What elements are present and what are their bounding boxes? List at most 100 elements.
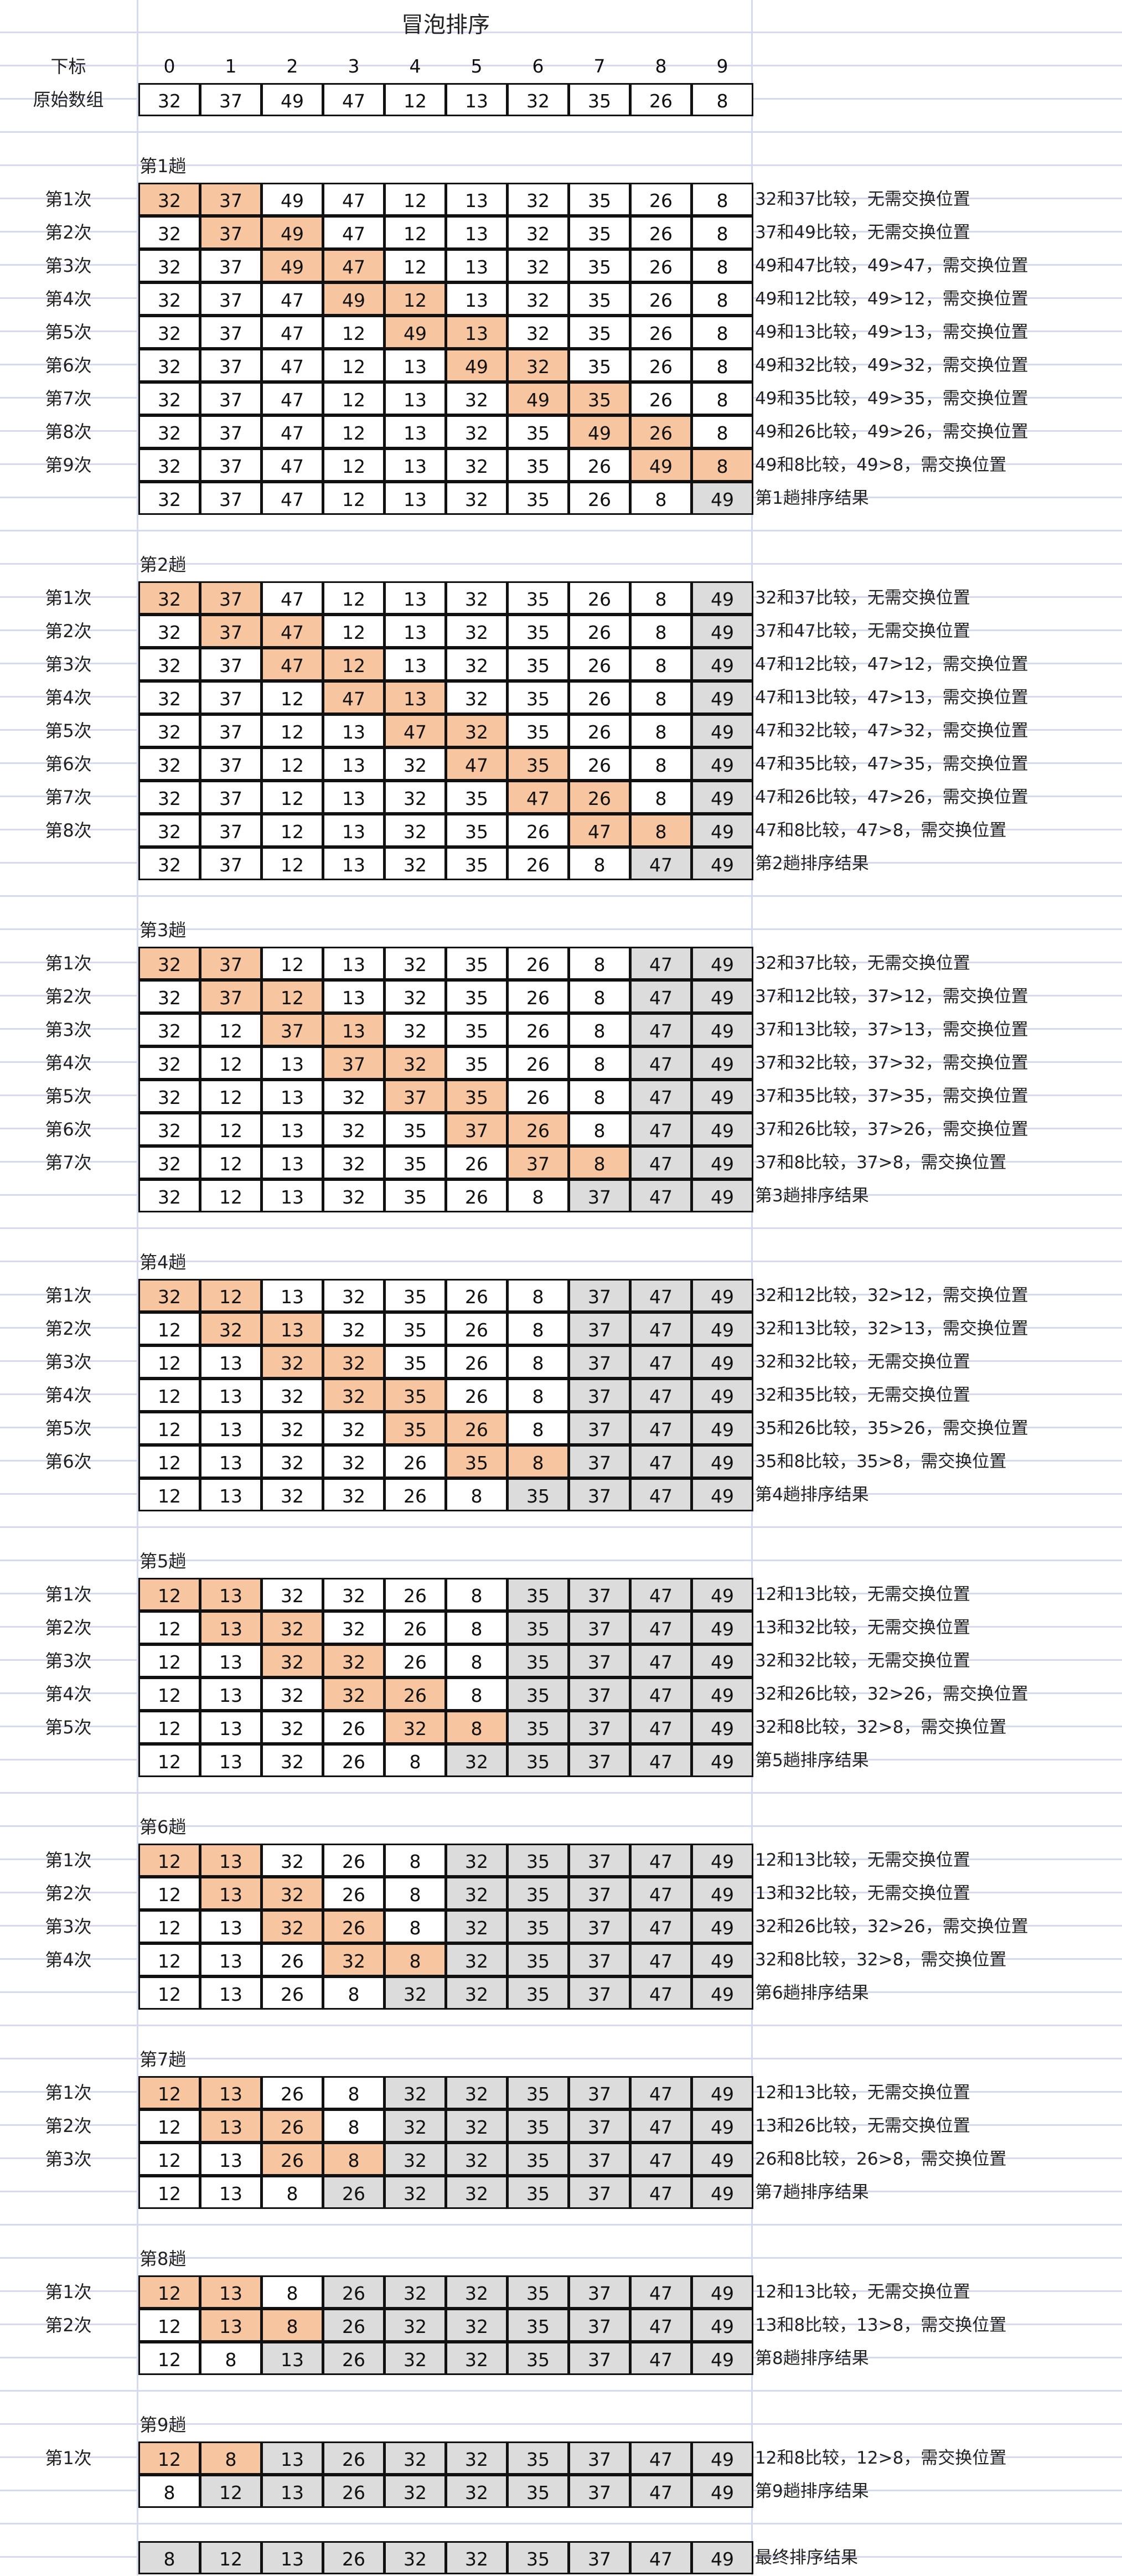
array-cell[interactable]: 26 <box>568 781 630 814</box>
array-cell[interactable]: 35 <box>568 183 630 216</box>
array-cell[interactable]: 8 <box>507 1279 569 1312</box>
array-cell[interactable]: 35 <box>507 681 569 714</box>
array-cell[interactable]: 32 <box>138 980 200 1013</box>
array-cell[interactable]: 37 <box>568 1844 630 1877</box>
array-cell[interactable]: 32 <box>446 714 508 747</box>
array-cell[interactable]: 8 <box>507 1312 569 1345</box>
array-cell[interactable]: 35 <box>446 847 508 880</box>
array-cell[interactable]: 32 <box>261 1677 323 1711</box>
array-cell[interactable]: 47 <box>630 2176 692 2209</box>
array-cell[interactable]: 13 <box>261 2441 323 2475</box>
array-cell[interactable]: 13 <box>261 1113 323 1146</box>
array-cell[interactable]: 13 <box>200 1744 262 1777</box>
array-cell[interactable]: 35 <box>568 349 630 382</box>
array-cell[interactable]: 26 <box>630 415 692 448</box>
array-cell[interactable]: 47 <box>630 1046 692 1080</box>
array-cell[interactable]: 26 <box>323 2176 385 2209</box>
array-cell[interactable]: 13 <box>261 2342 323 2375</box>
array-cell[interactable]: 35 <box>507 2109 569 2143</box>
array-cell[interactable]: 35 <box>507 1711 569 1744</box>
array-cell[interactable]: 32 <box>384 2109 446 2143</box>
array-cell[interactable]: 26 <box>261 2143 323 2176</box>
array-cell[interactable]: 47 <box>384 714 446 747</box>
array-cell[interactable]: 37 <box>568 1943 630 1976</box>
array-cell[interactable]: 26 <box>446 1412 508 1445</box>
array-cell[interactable]: 32 <box>446 681 508 714</box>
array-cell[interactable]: 26 <box>630 282 692 316</box>
array-cell[interactable]: 13 <box>200 1877 262 1910</box>
array-cell[interactable]: 37 <box>200 448 262 482</box>
array-cell[interactable]: 32 <box>138 747 200 781</box>
array-cell[interactable]: 49 <box>446 349 508 382</box>
array-cell[interactable]: 32 <box>446 1844 508 1877</box>
array-cell[interactable]: 49 <box>691 747 753 781</box>
array-cell[interactable]: 12 <box>200 2541 262 2574</box>
array-cell[interactable]: 32 <box>384 847 446 880</box>
array-cell[interactable]: 8 <box>261 2176 323 2209</box>
array-cell[interactable]: 49 <box>568 415 630 448</box>
array-cell[interactable]: 37 <box>568 1677 630 1711</box>
array-cell[interactable]: 32 <box>138 183 200 216</box>
array-cell[interactable]: 32 <box>138 282 200 316</box>
array-cell[interactable]: 35 <box>507 2076 569 2109</box>
array-cell[interactable]: 47 <box>630 1943 692 1976</box>
array-cell[interactable]: 8 <box>568 980 630 1013</box>
array-cell[interactable]: 32 <box>446 415 508 448</box>
array-cell[interactable]: 49 <box>691 1412 753 1445</box>
array-cell[interactable]: 26 <box>568 482 630 515</box>
array-cell[interactable]: 8 <box>323 2109 385 2143</box>
array-cell[interactable]: 13 <box>261 1046 323 1080</box>
array-cell[interactable]: 49 <box>691 1711 753 1744</box>
array-cell[interactable]: 32 <box>384 2475 446 2508</box>
array-cell[interactable]: 35 <box>507 2143 569 2176</box>
array-cell[interactable]: 8 <box>200 2441 262 2475</box>
array-cell[interactable]: 49 <box>691 2275 753 2309</box>
array-cell[interactable]: 32 <box>138 1113 200 1146</box>
array-cell[interactable]: 12 <box>138 2176 200 2209</box>
array-cell[interactable]: 26 <box>630 382 692 415</box>
array-cell[interactable]: 26 <box>323 2342 385 2375</box>
array-cell[interactable]: 47 <box>630 2541 692 2574</box>
array-cell[interactable]: 8 <box>630 681 692 714</box>
array-cell[interactable]: 49 <box>691 1046 753 1080</box>
array-cell[interactable]: 26 <box>323 1744 385 1777</box>
array-cell[interactable]: 26 <box>323 1910 385 1943</box>
array-cell[interactable]: 37 <box>568 2143 630 2176</box>
array-cell[interactable]: 13 <box>384 615 446 648</box>
array-cell[interactable]: 32 <box>384 814 446 847</box>
array-cell[interactable]: 26 <box>323 2541 385 2574</box>
array-cell[interactable]: 47 <box>630 1345 692 1379</box>
array-cell[interactable]: 32 <box>261 1644 323 1677</box>
array-cell[interactable]: 32 <box>138 847 200 880</box>
array-cell[interactable]: 26 <box>446 1345 508 1379</box>
array-cell[interactable]: 47 <box>323 249 385 282</box>
array-cell[interactable]: 12 <box>138 1877 200 1910</box>
array-cell[interactable]: 49 <box>691 1611 753 1644</box>
array-cell[interactable]: 32 <box>507 282 569 316</box>
array-cell[interactable]: 12 <box>138 2076 200 2109</box>
array-cell[interactable]: 8 <box>323 2143 385 2176</box>
array-cell[interactable]: 37 <box>200 282 262 316</box>
array-cell[interactable]: 12 <box>200 1113 262 1146</box>
array-cell[interactable]: 35 <box>446 1013 508 1046</box>
array-cell[interactable]: 37 <box>200 581 262 615</box>
array-cell[interactable]: 12 <box>323 615 385 648</box>
array-cell[interactable]: 47 <box>261 316 323 349</box>
array-cell[interactable]: 35 <box>384 1146 446 1179</box>
array-cell[interactable]: 32 <box>446 1943 508 1976</box>
array-cell[interactable]: 12 <box>323 349 385 382</box>
array-cell[interactable]: 8 <box>630 781 692 814</box>
array-cell[interactable]: 12 <box>200 1146 262 1179</box>
array-cell[interactable]: 26 <box>568 648 630 681</box>
array-cell[interactable]: 47 <box>261 282 323 316</box>
array-cell[interactable]: 8 <box>507 1412 569 1445</box>
array-cell[interactable]: 47 <box>630 1711 692 1744</box>
array-cell[interactable]: 32 <box>384 2309 446 2342</box>
array-cell[interactable]: 35 <box>507 714 569 747</box>
array-cell[interactable]: 37 <box>568 2342 630 2375</box>
array-cell[interactable]: 47 <box>630 1478 692 1511</box>
array-cell[interactable]: 8 <box>384 1943 446 1976</box>
array-cell[interactable]: 37 <box>200 714 262 747</box>
array-cell[interactable]: 26 <box>507 980 569 1013</box>
array-cell[interactable]: 13 <box>200 2109 262 2143</box>
